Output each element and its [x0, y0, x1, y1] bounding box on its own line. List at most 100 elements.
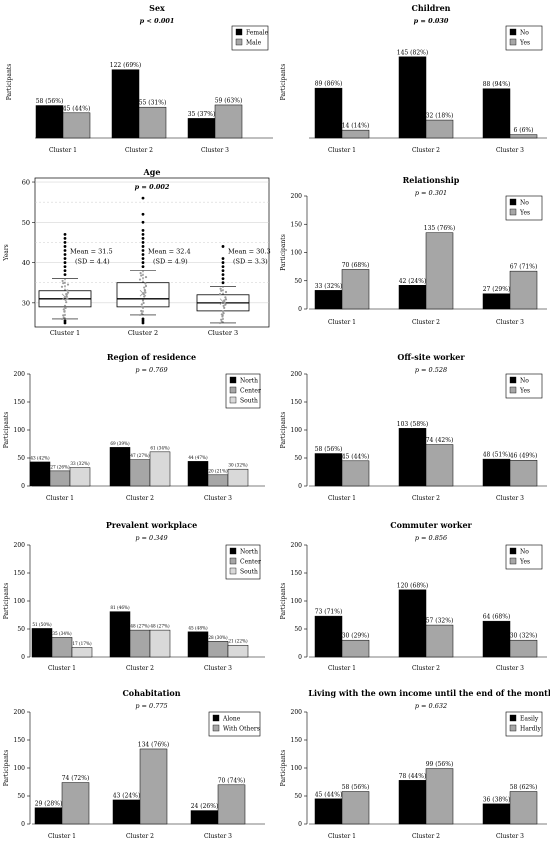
outlier-point	[63, 253, 67, 256]
y-tick-label: 40	[22, 259, 30, 267]
x-tick-label: Cluster 1	[328, 833, 356, 840]
y-axis-label: Participants	[3, 750, 10, 787]
sample-point	[138, 313, 142, 317]
y-tick-label: 100	[291, 765, 303, 772]
sample-point	[140, 303, 143, 306]
bar-yes	[425, 624, 454, 658]
sample-point	[221, 310, 225, 313]
bar-north	[187, 461, 209, 487]
sample-point	[60, 317, 64, 321]
sample-point	[140, 309, 143, 313]
legend-label: Male	[246, 40, 262, 47]
legend-swatch	[509, 557, 517, 565]
x-tick-label: Cluster 1	[328, 665, 356, 672]
sample-point	[220, 320, 223, 323]
bar-male	[214, 104, 243, 139]
legend-swatch	[212, 724, 220, 732]
y-tick-label: 200	[291, 193, 303, 200]
plot-frame	[34, 177, 270, 328]
outlier-point	[141, 257, 145, 260]
bar-alone	[190, 810, 219, 825]
legend-label: North	[240, 378, 258, 385]
chart-panel: Prevalent workplace p = 0.349 Participants…	[3, 520, 265, 672]
outlier-point	[221, 245, 225, 248]
p-value: p = 0.301	[415, 189, 447, 197]
bar-north	[29, 461, 51, 487]
bar-yes	[509, 270, 538, 310]
bar-yes	[341, 269, 370, 310]
legend-swatch	[509, 714, 517, 722]
x-tick-label: Cluster 3	[496, 833, 524, 840]
outlier-point	[221, 257, 225, 260]
bar-center	[51, 637, 73, 658]
outlier-point	[221, 277, 225, 281]
legend-label: No	[520, 30, 529, 37]
y-tick-label: 50	[294, 793, 302, 800]
y-tick-label: 200	[14, 371, 26, 378]
bar-easily	[398, 780, 427, 825]
data-label: 43 (24%)	[113, 792, 141, 799]
x-tick-label: Cluster 3	[201, 147, 229, 154]
legend-swatch	[509, 724, 517, 732]
data-label: 24 (26%)	[191, 803, 219, 810]
bar-center	[207, 641, 229, 658]
outlier-point	[141, 212, 145, 216]
data-label: 17 (17%)	[72, 641, 92, 646]
legend-swatch	[509, 376, 517, 384]
data-label: 122 (69%)	[110, 62, 141, 69]
x-tick-label: Cluster 3	[496, 147, 524, 154]
data-label: 43 (42%)	[30, 455, 50, 460]
x-tick-label: Cluster 2	[412, 319, 440, 326]
legend-swatch	[229, 567, 237, 575]
chart-title: Prevalent workplace	[106, 520, 197, 530]
data-label: 81 (46%)	[110, 605, 130, 610]
data-label: 14 (14%)	[342, 123, 370, 130]
mean-marker	[61, 293, 69, 301]
outlier-point	[63, 257, 67, 260]
data-label: 64 (68%)	[483, 614, 511, 621]
bar-with-others	[61, 782, 90, 825]
chart-title: Commuter worker	[390, 520, 472, 530]
outlier-point	[63, 237, 67, 240]
y-tick-label: 60	[22, 179, 30, 187]
bar-female	[35, 105, 64, 139]
legend-label: Alone	[222, 716, 241, 723]
chart-title: Off-site worker	[397, 352, 465, 362]
bar-yes	[509, 134, 538, 139]
data-label: 44 (47%)	[188, 455, 208, 460]
bar-center	[129, 629, 151, 658]
mean-marker	[139, 289, 147, 297]
legend-label: Yes	[519, 559, 530, 566]
bar-no	[398, 285, 427, 310]
legend-label: South	[240, 569, 258, 576]
sample-point	[220, 318, 223, 321]
data-label: 103 (58%)	[397, 421, 428, 428]
y-axis-label: Participants	[280, 64, 287, 101]
outlier-point	[141, 317, 145, 321]
outlier-point	[221, 269, 225, 273]
x-tick-label: Cluster 3	[204, 495, 232, 502]
y-tick-label: 150	[14, 399, 26, 406]
chart-title: Sex	[149, 3, 165, 13]
bar-with-others	[217, 784, 246, 825]
mean-annotation: Mean = 32.4	[148, 248, 191, 256]
y-tick-label: 0	[298, 483, 302, 490]
sample-point	[220, 289, 223, 292]
x-tick-label: Cluster 2	[126, 495, 154, 502]
bar-south	[149, 629, 171, 658]
x-tick-label: Cluster 1	[328, 147, 356, 154]
data-label: 78 (44%)	[399, 773, 427, 780]
x-tick-label: Cluster 2	[125, 147, 153, 154]
x-tick-label: Cluster 1	[49, 147, 77, 154]
data-label: 33 (32%)	[70, 461, 90, 466]
y-tick-label: 0	[298, 654, 302, 661]
bar-no	[482, 88, 511, 139]
legend-swatch	[212, 714, 220, 722]
legend-swatch	[509, 386, 517, 394]
x-tick-label: Cluster 2	[412, 147, 440, 154]
data-label: 73 (71%)	[315, 609, 343, 616]
data-label: 21 (22%)	[228, 639, 248, 644]
y-tick-label: 50	[17, 455, 25, 462]
y-tick-label: 50	[17, 626, 25, 633]
sd-annotation: (SD = 3.3)	[233, 257, 268, 265]
